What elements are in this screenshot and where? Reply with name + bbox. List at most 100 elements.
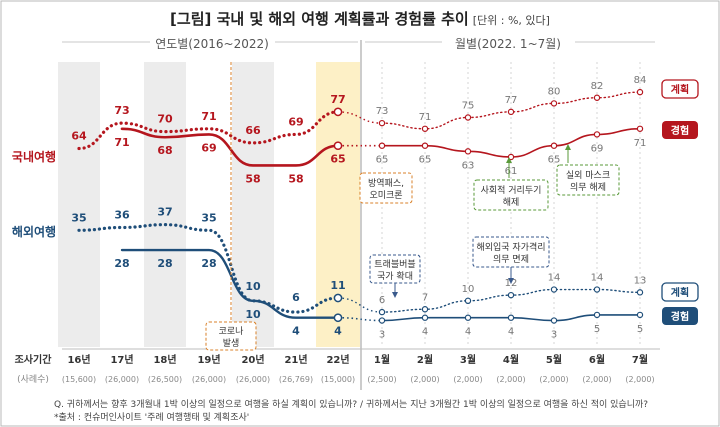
value-label-domestic-exp-7: 65	[376, 155, 389, 166]
period-monthly-label: 월별(2022. 1~7월)	[455, 37, 561, 51]
annotation-distancing-box	[473, 179, 549, 211]
line-overseas-plan-yearly	[77, 223, 340, 314]
value-label-overseas-exp-3: 28	[201, 257, 216, 270]
chart-title: [그림] 국내 및 해외 여행 계획률과 경험률 추이 [단위 : %, 있다]	[170, 10, 550, 28]
sample-size-label-12: (2,000)	[582, 375, 611, 384]
value-label-domestic-plan-7: 73	[376, 106, 389, 117]
value-label-overseas-plan-3: 35	[201, 211, 216, 224]
point-domestic-plan-13	[636, 88, 644, 96]
line-overseas-plan-bridge	[337, 297, 383, 313]
annotation-covid-box	[205, 321, 257, 351]
point-domestic-plan-8	[421, 125, 429, 132]
point-domestic-exp-13	[636, 125, 644, 132]
line-overseas-exp-yearly	[120, 248, 340, 319]
sample-size-label-13: (2,000)	[625, 375, 654, 384]
point-domestic-exp-9	[464, 148, 472, 155]
value-label-domestic-plan-12: 82	[591, 81, 604, 92]
point-overseas-exp-7	[378, 317, 386, 324]
annotation-mask-box	[556, 164, 620, 196]
value-label-domestic-exp-9: 63	[462, 160, 475, 171]
point-overseas-plan-11	[550, 286, 558, 293]
point-domestic-plan-12	[593, 94, 601, 101]
point-overseas-plan-12	[593, 286, 601, 293]
value-label-overseas-plan-13: 13	[634, 275, 647, 286]
value-label-overseas-plan-9: 10	[462, 284, 475, 295]
annotation-omicron-line1: 방역패스,	[368, 178, 404, 189]
point-overseas-exp-13	[636, 311, 644, 319]
sample-size-label-9: (2,000)	[453, 375, 482, 384]
value-label-domestic-exp-11: 65	[548, 155, 561, 166]
value-label-overseas-exp-13: 5	[637, 324, 643, 335]
value-label-domestic-plan-8: 71	[419, 112, 432, 123]
x-tick-label-12: 6월	[589, 354, 605, 366]
value-label-overseas-plan-7: 6	[379, 295, 385, 306]
annotation-quarantine-line1: 해외입국 자가격리	[476, 241, 545, 253]
legend-domestic-plan: 계획	[661, 79, 699, 99]
value-label-overseas-plan-6: 11	[330, 279, 345, 292]
sample-size-label-5: (26,769)	[279, 375, 313, 384]
annotation-omicron-box	[359, 172, 413, 204]
unit-note: [단위 : %, 있다]	[473, 14, 550, 27]
sample-size-label-0: (15,600)	[62, 375, 96, 384]
value-label-overseas-plan-12: 14	[591, 273, 604, 284]
annotation-covid-line1: 코로나	[219, 326, 244, 337]
annotation-mask-arrowhead	[565, 144, 571, 150]
x-tick-label-9: 3월	[460, 354, 476, 366]
value-label-domestic-plan-9: 75	[462, 101, 475, 112]
annotation-distancing-arrowhead	[506, 157, 512, 163]
value-label-overseas-exp-6: 4	[334, 325, 342, 338]
point-domestic-plan-10	[507, 108, 515, 116]
value-label-overseas-exp-8: 4	[422, 327, 428, 338]
x-axis-labels: 16년 (15,600) 17년 (26,000) 18년 (26,500) 19년 (26,…	[62, 353, 655, 384]
annotation-mask-line1: 실외 마스크	[566, 169, 610, 181]
source-note: *출처 : 컨슈머인사이트 '주례 여행행태 및 계획조사'	[54, 411, 249, 423]
value-label-domestic-exp-13: 71	[634, 138, 647, 149]
x-tick-label-7: 1월	[374, 354, 390, 366]
value-label-domestic-exp-3: 69	[201, 141, 216, 154]
x-tick-label-3: 19년	[197, 353, 220, 366]
x-tick-label-10: 4월	[503, 354, 519, 366]
annotation-omicron-line2: 오미크론	[369, 190, 402, 201]
yearly-band-2	[144, 62, 186, 347]
annotation-quarantine-box	[472, 236, 550, 268]
question-note: Q. 귀하께서는 향후 3개월내 1박 이상의 일정으로 여행을 하실 계획이 …	[54, 398, 648, 410]
line-overseas-exp-bridge	[337, 316, 383, 322]
annotation-distancing-line2: 해제	[503, 197, 520, 208]
value-label-overseas-exp-11: 3	[551, 330, 557, 341]
value-label-domestic-plan-3: 71	[201, 110, 216, 123]
point-overseas-exp-8	[421, 314, 429, 321]
value-label-domestic-plan-0: 64	[71, 130, 87, 143]
value-label-domestic-exp-6: 65	[330, 153, 345, 166]
x-tick-label-8: 2월	[417, 354, 433, 366]
value-label-overseas-exp-2: 28	[157, 257, 172, 270]
value-label-domestic-plan-6: 77	[330, 93, 345, 106]
legend-overseas-exp: 경험	[662, 307, 698, 325]
value-label-overseas-plan-4: 10	[245, 280, 261, 293]
x-tick-label-0: 16년	[67, 353, 90, 366]
value-label-overseas-plan-5: 6	[292, 291, 300, 304]
value-label-domestic-exp-2: 68	[157, 144, 172, 157]
point-overseas-exp-11	[550, 317, 558, 324]
value-label-overseas-exp-12: 5	[594, 324, 600, 335]
sample-size-label-4: (26,000)	[236, 375, 270, 384]
sample-size-label-10: (2,000)	[496, 375, 525, 384]
group-label-domestic: 국내여행	[12, 149, 56, 164]
row-label-sample: (사례수)	[17, 374, 49, 385]
value-label-overseas-exp-5: 4	[292, 325, 300, 338]
annotation-bubble-line1: 트래블버블	[374, 259, 415, 270]
x-tick-label-1: 17년	[110, 353, 133, 366]
yearly-band-0	[58, 62, 100, 347]
point-domestic-exp-12	[593, 131, 601, 138]
point-overseas-exp-10	[507, 314, 515, 321]
value-label-domestic-exp-5: 58	[288, 172, 303, 185]
value-label-domestic-plan-13: 84	[634, 75, 647, 86]
value-label-domestic-exp-12: 69	[591, 143, 604, 154]
value-label-domestic-exp-4: 58	[245, 172, 260, 185]
point-domestic-plan-7	[378, 119, 386, 127]
value-label-overseas-plan-2: 37	[157, 206, 172, 219]
value-label-domestic-exp-1: 71	[114, 136, 129, 149]
value-label-domestic-plan-1: 73	[114, 104, 129, 117]
annotation-quarantine-line2: 의무 면제	[493, 254, 529, 265]
sample-size-label-8: (2,000)	[410, 375, 439, 384]
point-overseas-plan-6	[333, 293, 343, 303]
